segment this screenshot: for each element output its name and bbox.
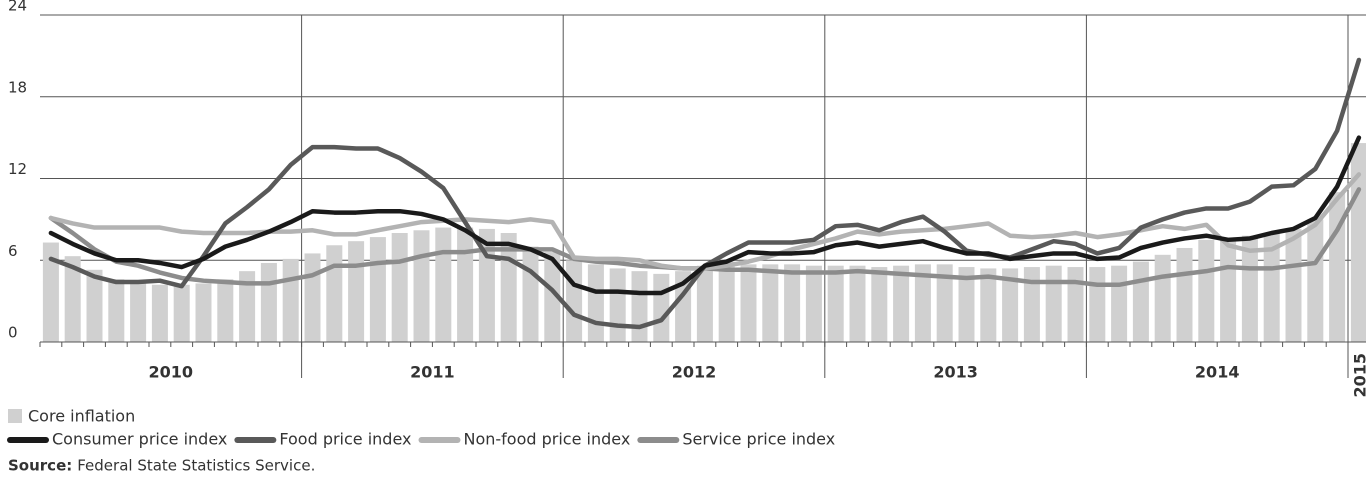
bar (130, 283, 147, 342)
legend-label: Non-food price index (464, 430, 631, 449)
x-tick-label: 2014 (1195, 363, 1240, 382)
bar (391, 233, 408, 342)
bar (1285, 228, 1302, 342)
bar (718, 261, 735, 342)
legend-label: Food price index (279, 430, 411, 449)
bar (1263, 233, 1280, 342)
bar (1198, 239, 1215, 342)
legend-swatch (8, 409, 22, 423)
bar (958, 267, 975, 342)
legend: Core inflation Consumer price index Food p… (7, 407, 835, 449)
bar (173, 284, 190, 342)
bar (457, 227, 474, 342)
source: Federal State Statistics Service. (77, 457, 315, 475)
bar (151, 284, 168, 342)
bar (914, 264, 931, 342)
bar (805, 265, 822, 342)
bar (413, 230, 430, 342)
bar (1067, 267, 1084, 342)
bar (1045, 265, 1062, 342)
bar (936, 264, 953, 342)
bar (762, 264, 779, 342)
bar (217, 279, 234, 342)
source-label: Source: (8, 457, 72, 475)
bar (86, 269, 103, 342)
y-tick-label: 6 (8, 242, 18, 260)
bar (631, 271, 648, 342)
x-tick-label: 2013 (933, 363, 978, 382)
bar (195, 283, 212, 342)
x-tick-label: 2011 (410, 363, 455, 382)
line-series (48, 135, 1362, 296)
bar (609, 268, 626, 342)
bar (1176, 247, 1193, 342)
bar (64, 256, 81, 342)
bar (369, 237, 386, 342)
bar (1329, 192, 1346, 342)
bar (740, 264, 757, 342)
y-tick-label: 24 (8, 0, 27, 15)
bar (849, 265, 866, 342)
bar (871, 267, 888, 342)
bar (435, 227, 452, 342)
bar (1241, 235, 1258, 342)
bar (260, 262, 277, 342)
bar (784, 264, 801, 342)
bar (1220, 238, 1237, 342)
bar (304, 253, 321, 342)
bar (282, 258, 299, 342)
bar (1023, 267, 1040, 342)
bar (1111, 265, 1128, 342)
bar (587, 264, 604, 342)
bar (653, 273, 670, 342)
bar (893, 265, 910, 342)
bar (827, 265, 844, 342)
bar (522, 246, 539, 342)
legend-label: Service price index (682, 430, 835, 449)
y-tick-label: 18 (8, 78, 27, 96)
x-tick-label: 2010 (149, 363, 194, 382)
bar (326, 245, 343, 342)
bar (696, 265, 713, 342)
legend-label: Consumer price index (52, 430, 227, 449)
bar (1132, 261, 1149, 342)
bar (1307, 219, 1324, 342)
x-tick-label: 2015 (1350, 353, 1366, 398)
bar (1089, 267, 1106, 342)
bar (239, 271, 256, 342)
bar (566, 260, 583, 342)
bar (1154, 254, 1171, 342)
bar (108, 279, 125, 342)
bar (980, 268, 997, 342)
bar (42, 242, 59, 342)
y-tick-label: 0 (8, 324, 18, 342)
bar (1002, 268, 1019, 342)
bar (544, 252, 561, 342)
legend-label: Core inflation (28, 407, 135, 426)
x-tick-label: 2012 (672, 363, 717, 382)
bar (348, 241, 365, 342)
y-tick-label: 12 (8, 160, 27, 178)
